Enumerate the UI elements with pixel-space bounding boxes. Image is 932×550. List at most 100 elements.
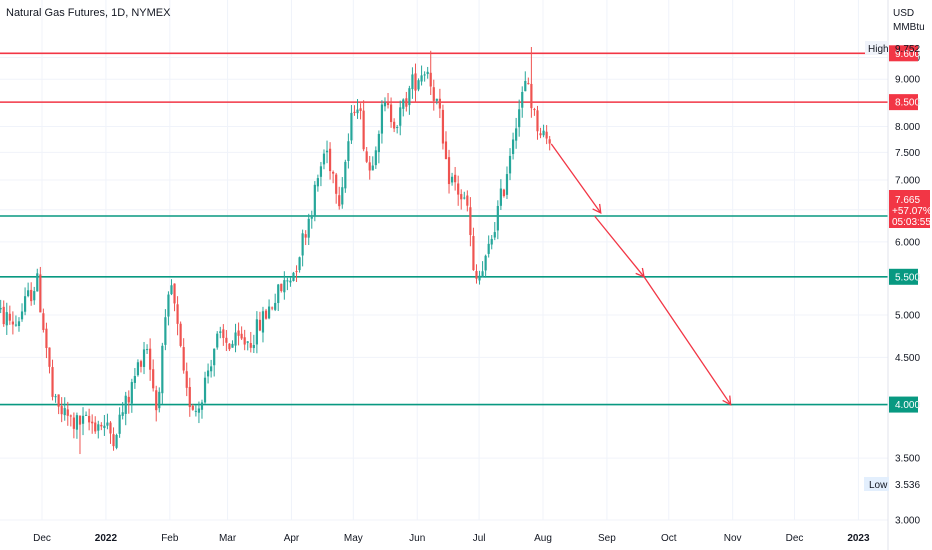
price-unit-currency: USD	[893, 8, 914, 19]
projection-segment[interactable]	[594, 215, 645, 278]
candle	[203, 371, 207, 404]
candle-body	[78, 415, 82, 425]
candle	[8, 305, 11, 325]
candle	[414, 63, 417, 103]
candle-body	[499, 188, 502, 206]
candle	[350, 104, 353, 144]
current-price-value: 7.665	[895, 195, 920, 206]
candle	[374, 146, 377, 169]
projection-arrowhead	[722, 395, 732, 406]
candle	[319, 161, 323, 187]
candle	[176, 296, 179, 336]
candle-body	[466, 195, 469, 206]
candle-body	[280, 283, 283, 291]
current-price-countdown: 05:03:55	[892, 217, 931, 228]
candle	[11, 311, 14, 335]
candle	[118, 407, 121, 438]
candle	[2, 300, 5, 327]
time-axis[interactable]: Dec 2022 Feb Mar Apr May Jun Jul Aug Sep Oct Nov Dec…	[33, 533, 870, 544]
candle	[255, 311, 258, 354]
candle	[304, 230, 307, 246]
candle-body	[511, 139, 515, 155]
candle	[164, 309, 167, 351]
candle	[438, 88, 441, 119]
candle-body	[72, 417, 75, 429]
candle	[371, 156, 374, 171]
candle	[264, 308, 268, 320]
price-unit-measure: MMBtu	[893, 22, 925, 33]
high-value: 9.752	[895, 44, 920, 55]
candle-body	[496, 205, 499, 231]
candle	[338, 186, 341, 210]
candle	[362, 100, 365, 152]
candle-body	[530, 83, 533, 109]
candle-body	[152, 369, 155, 389]
candle	[484, 254, 487, 278]
level-tag	[889, 396, 918, 413]
level-tag-label: 5.500	[895, 272, 920, 283]
candle	[145, 344, 149, 354]
candle	[450, 172, 454, 186]
candle-body	[536, 110, 539, 132]
y-tick-label: 5.000	[895, 311, 920, 322]
candle	[490, 234, 493, 250]
candle	[136, 359, 140, 377]
y-tick-label: 3.000	[895, 516, 920, 527]
candle	[316, 174, 319, 192]
x-tick-label: Jul	[473, 533, 486, 544]
candle-body	[447, 157, 451, 185]
candle-body	[374, 150, 377, 166]
candle-body	[237, 330, 240, 336]
candle-body	[441, 109, 445, 144]
candle	[94, 416, 97, 434]
candle-body	[106, 422, 109, 426]
candle	[496, 200, 499, 240]
x-tick-label: Mar	[219, 533, 237, 544]
candle-body	[347, 141, 350, 161]
candle-body	[2, 306, 5, 325]
candle-body	[179, 323, 182, 346]
projection-segment[interactable]	[643, 276, 732, 405]
candle-body	[487, 243, 490, 254]
candle	[112, 427, 115, 451]
candle-body	[301, 233, 304, 256]
candle	[33, 286, 36, 305]
candle-body	[539, 133, 542, 136]
candle-body	[518, 109, 521, 128]
candle-body	[63, 408, 66, 416]
candle	[75, 412, 79, 439]
candle-body	[136, 362, 140, 376]
x-tick-label: Apr	[284, 533, 300, 544]
candle	[5, 302, 8, 335]
candle-body	[365, 151, 368, 162]
candle	[267, 299, 271, 320]
candle	[197, 401, 201, 424]
candle-body	[316, 178, 319, 187]
x-tick-label: Dec	[33, 533, 51, 544]
candle	[536, 105, 539, 140]
candle	[81, 407, 85, 436]
candle-body	[420, 75, 423, 82]
candle-body	[121, 412, 124, 416]
candle	[335, 172, 338, 204]
y-tick-label: 7.000	[895, 176, 920, 187]
candle-body	[255, 319, 258, 345]
candle	[88, 408, 91, 431]
candle-body	[332, 171, 335, 174]
candle	[344, 159, 347, 193]
candle-body	[30, 289, 33, 302]
candle-body	[478, 275, 481, 281]
candle	[383, 97, 387, 112]
candle	[521, 86, 524, 118]
candle	[426, 66, 429, 79]
candle-body	[130, 382, 133, 404]
candle-body	[353, 111, 356, 113]
current-price-tag	[889, 190, 930, 228]
projection-segment[interactable]	[550, 143, 602, 214]
candle-body	[426, 71, 429, 75]
candle	[347, 133, 350, 169]
candle-body	[463, 197, 466, 199]
candle-body	[271, 307, 274, 309]
candle-body	[200, 402, 204, 410]
